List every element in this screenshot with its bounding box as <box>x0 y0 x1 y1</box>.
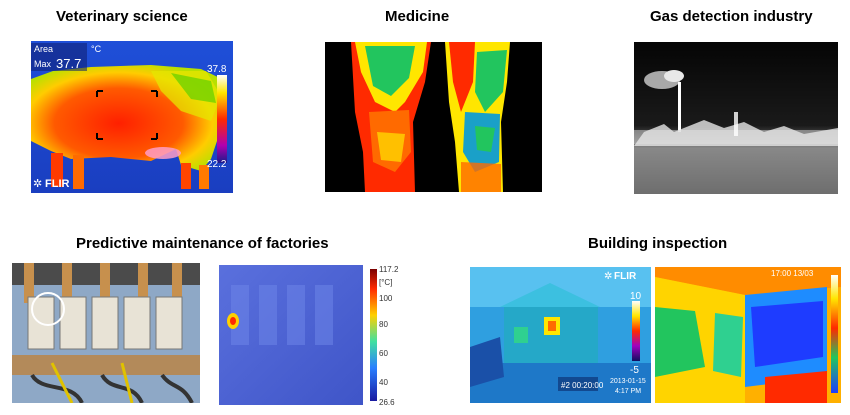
highlight-circle <box>31 292 65 326</box>
building-house-thermal-image: 10 -5 ✲ FLIR #2 00:20:00 2013-01-15 4:17… <box>470 267 651 403</box>
title-building-inspection: Building inspection <box>588 235 728 252</box>
colorbar-tick-min: 26.6 <box>379 398 395 407</box>
building-scale-max: 10 <box>630 291 642 302</box>
title-medicine: Medicine <box>385 8 450 25</box>
medicine-thermal-image <box>325 42 542 192</box>
vet-max-label: Max <box>34 59 52 69</box>
colorbar-tick-80: 80 <box>379 320 388 329</box>
colorbar-tick-40: 40 <box>379 378 388 387</box>
building-right-timestamp: 17:00 13/03 <box>771 269 814 278</box>
building-time: 4:17 PM <box>615 388 641 395</box>
building-recording-label: #2 00:20:00 <box>561 381 604 390</box>
colorbar-tick-60: 60 <box>379 349 388 358</box>
factory-electrical-panel-photo <box>12 263 200 403</box>
title-veterinary-science: Veterinary science <box>56 8 188 25</box>
title-predictive-maintenance: Predictive maintenance of factories <box>76 235 329 252</box>
vet-color-scale <box>217 75 227 163</box>
colorbar-unit: [°C] <box>379 278 392 287</box>
building-date: 2013-01-15 <box>610 378 646 385</box>
building-left-scale <box>632 301 640 361</box>
measurement-box <box>96 90 158 140</box>
building-interior-thermal-image: 17:00 13/03 <box>655 267 841 403</box>
colorbar-tick-100: 100 <box>379 294 393 303</box>
title-gas-detection: Gas detection industry <box>650 8 813 25</box>
building-flir-logo: FLIR <box>614 271 637 282</box>
vet-scale-min: 22.2 <box>207 159 227 170</box>
flir-logo-icon: ✲ <box>33 178 42 190</box>
vet-unit: °C <box>91 44 102 54</box>
flir-logo-icon: ✲ <box>604 271 612 282</box>
gas-detection-thermal-image <box>634 42 838 194</box>
building-scale-min: -5 <box>630 365 639 376</box>
factory-colorbar <box>370 269 377 401</box>
vet-max-value: 37.7 <box>56 56 81 71</box>
building-right-scale <box>831 275 838 393</box>
vet-area-label: Area <box>34 44 53 54</box>
factory-thermal-image: 117.2 [°C] 100 80 60 40 26.6 <box>219 265 409 408</box>
colorbar-tick-max: 117.2 <box>379 265 399 274</box>
vet-scale-max: 37.8 <box>207 64 227 75</box>
vet-flir-logo: FLIR <box>45 178 69 190</box>
veterinary-thermal-image: Area Max 37.7 °C 37.8 22.2 FLIR ✲ <box>31 41 233 193</box>
